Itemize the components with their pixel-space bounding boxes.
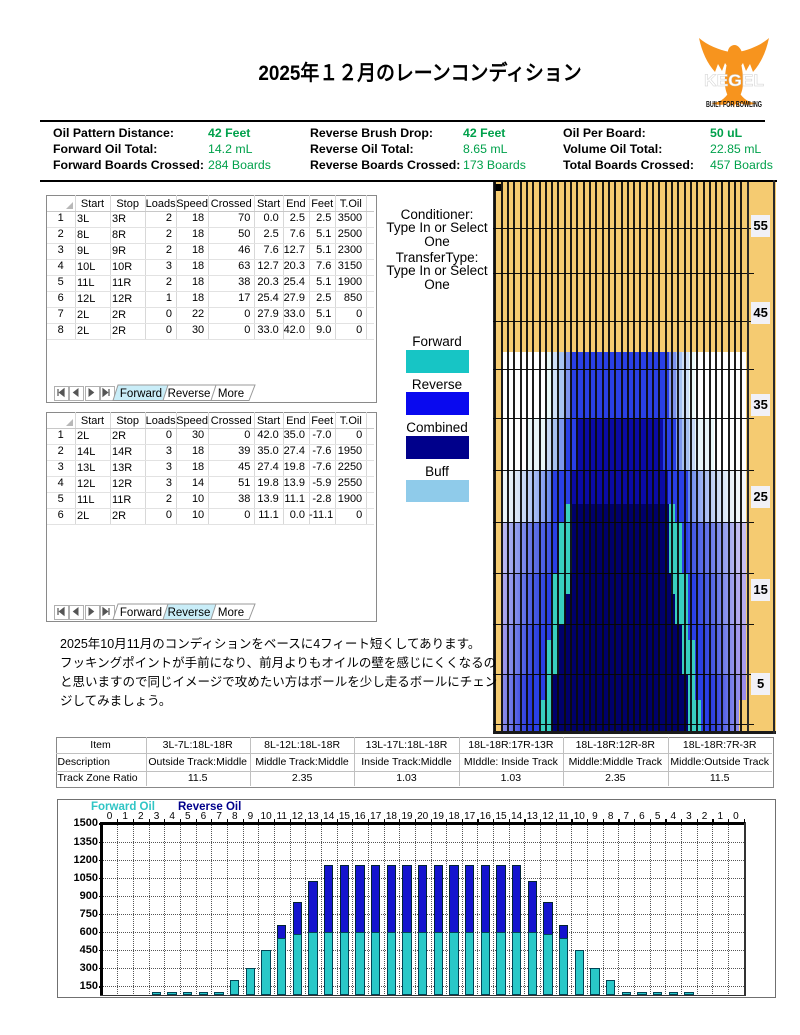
svg-text:Reverse: Reverse: [168, 388, 211, 400]
svg-text:BUILT FOR BOWLING: BUILT FOR BOWLING: [706, 100, 762, 109]
svg-text:KEGEL: KEGEL: [704, 72, 764, 90]
svg-text:More: More: [218, 388, 244, 400]
svg-text:Forward: Forward: [120, 607, 162, 619]
svg-text:More: More: [218, 607, 244, 619]
svg-text:Forward: Forward: [120, 388, 162, 400]
svg-text:Reverse: Reverse: [168, 607, 211, 619]
